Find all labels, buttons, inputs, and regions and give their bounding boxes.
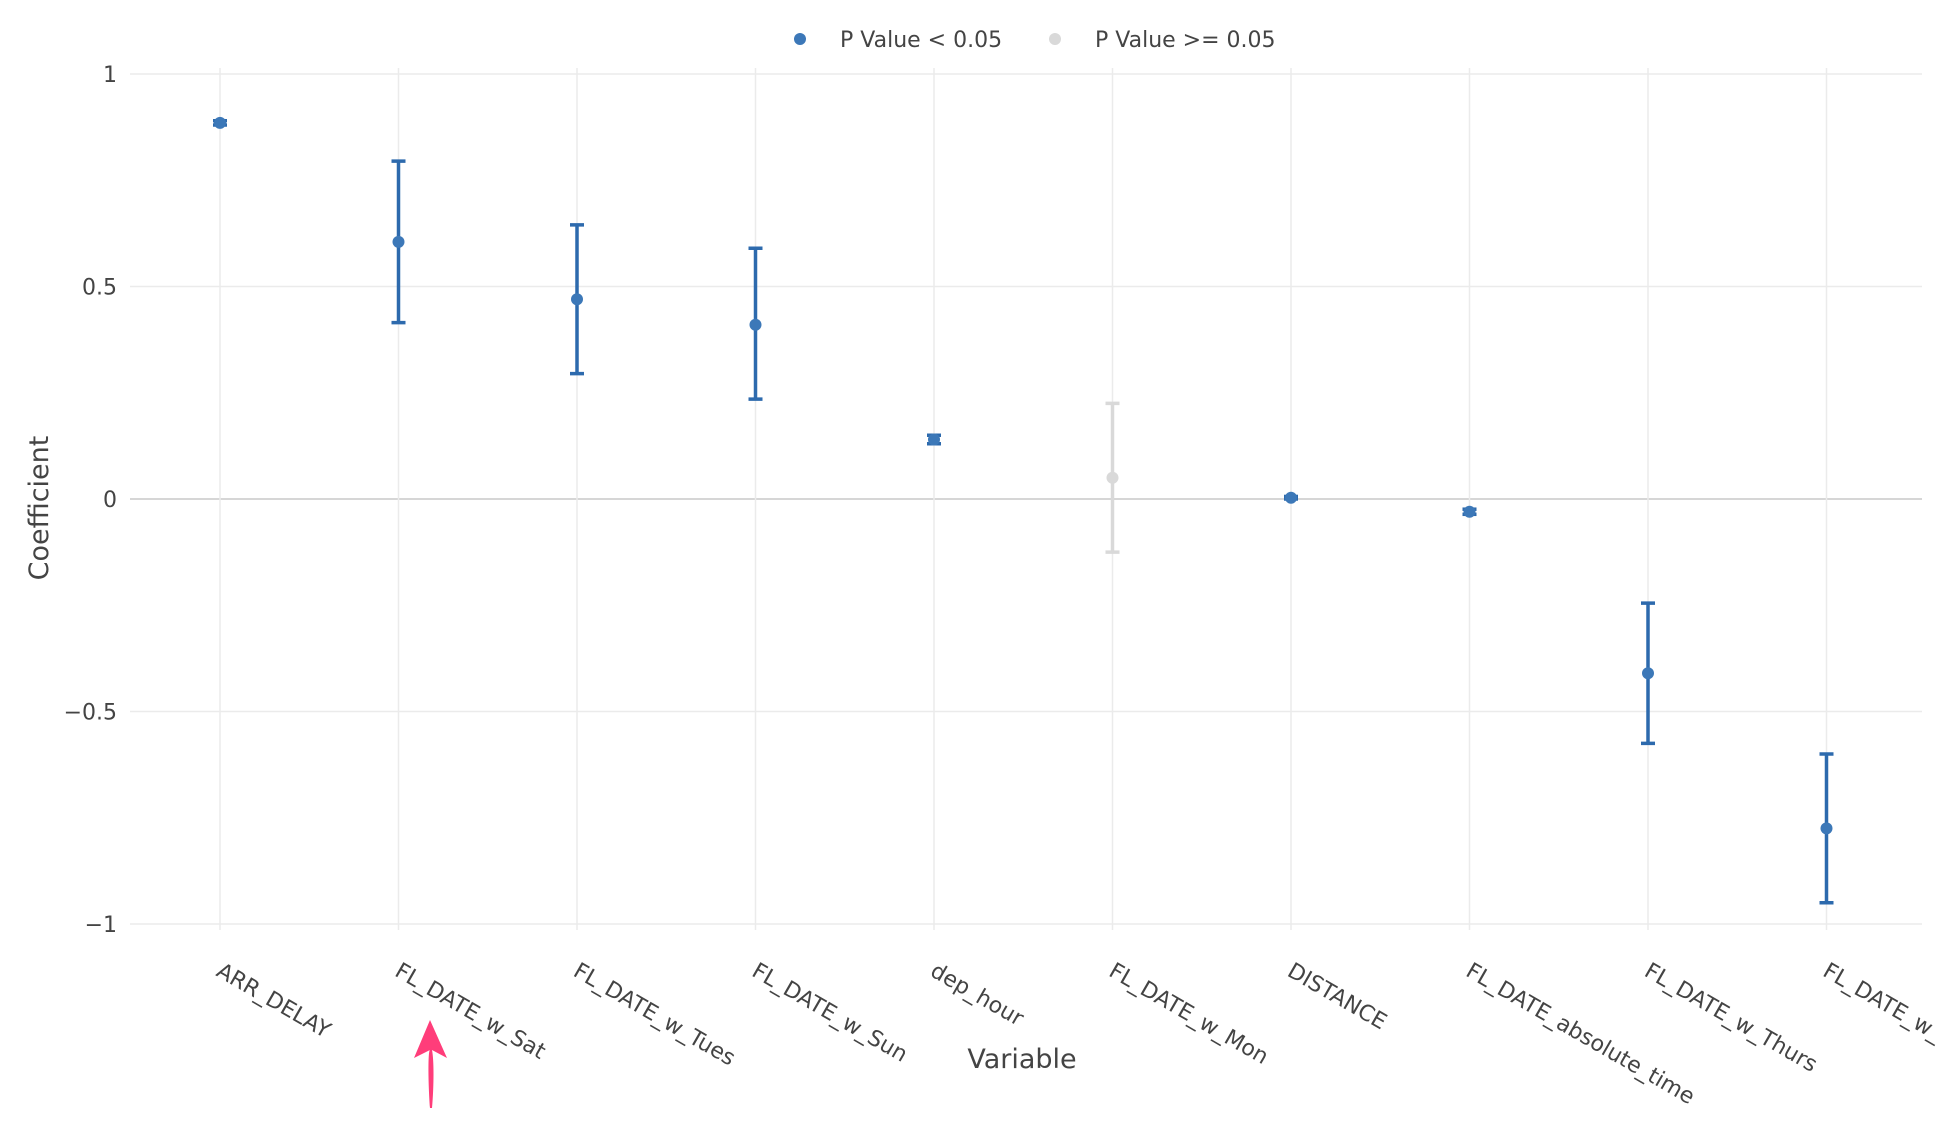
x-axis-ticks: ARR_DELAY FL_DATE_w_Sat FL_DATE_w_Tues FL_D… [212, 959, 1936, 1110]
x-tick-label: FL_DATE_w_Tues [569, 959, 739, 1072]
y-axis-ticks: 1 0.5 0 −0.5 −1 [64, 63, 117, 938]
arrow-icon [414, 1020, 447, 1108]
data-point[interactable] [1642, 667, 1654, 680]
data-marks [213, 116, 1834, 905]
y-tick-label: 1 [103, 63, 117, 88]
grid [130, 68, 1922, 930]
y-tick-label: −0.5 [64, 701, 117, 726]
legend-marker[interactable] [794, 33, 806, 45]
x-tick-label: dep_hour [926, 959, 1028, 1033]
x-tick-label: FL_DATE_w_Mon [1105, 959, 1273, 1070]
x-tick-label: DISTANCE [1283, 959, 1391, 1036]
data-point[interactable] [392, 235, 405, 248]
y-tick-label: 0.5 [82, 276, 117, 301]
x-tick-label: ARR_DELAY [212, 959, 335, 1044]
y-tick-label: −1 [85, 913, 117, 938]
data-point[interactable] [214, 116, 226, 129]
x-tick-label: FL_DATE_w_ [1819, 959, 1936, 1048]
x-tick-label: FL_DATE_w_Sun [748, 959, 912, 1068]
data-point[interactable] [1285, 491, 1297, 504]
x-axis-title: Variable [967, 1044, 1076, 1075]
x-tick-label: FL_DATE_w_Sat [391, 959, 550, 1065]
legend-label[interactable]: P Value >= 0.05 [1095, 28, 1276, 53]
legend[interactable]: P Value < 0.05 P Value >= 0.05 [794, 28, 1276, 53]
data-point[interactable] [749, 318, 762, 331]
data-point[interactable] [1463, 505, 1476, 518]
annotation-arrow [414, 1020, 447, 1108]
data-point[interactable] [928, 433, 940, 446]
y-axis-title: Coefficient [24, 436, 55, 581]
data-point[interactable] [1820, 822, 1833, 835]
data-point[interactable] [1106, 471, 1119, 484]
data-point[interactable] [571, 293, 583, 306]
legend-label[interactable]: P Value < 0.05 [840, 28, 1002, 53]
legend-marker[interactable] [1049, 33, 1061, 45]
x-tick-label: FL_DATE_w_Thurs [1640, 959, 1821, 1078]
y-tick-label: 0 [103, 488, 117, 513]
